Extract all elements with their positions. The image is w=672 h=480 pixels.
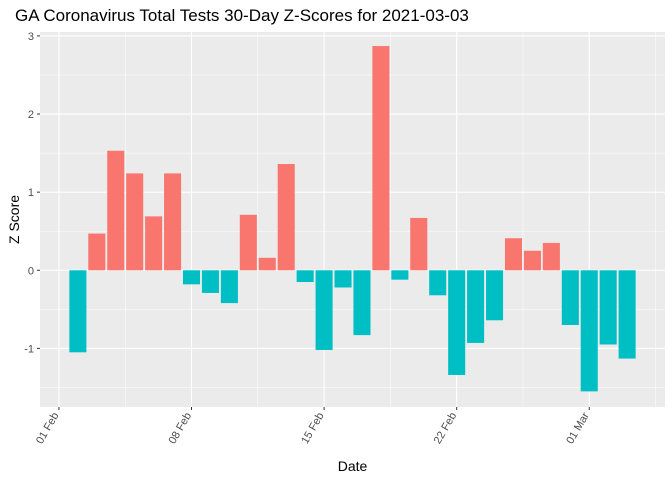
bar xyxy=(88,233,106,271)
bar xyxy=(277,164,295,271)
x-tick-label: 01 Mar xyxy=(564,410,592,446)
x-tick-label: 01 Feb xyxy=(34,411,62,447)
x-tick-label: 08 Feb xyxy=(167,411,195,447)
y-tick-label: -1 xyxy=(24,343,34,355)
x-tick-label: 15 Feb xyxy=(299,411,327,447)
bar xyxy=(220,270,238,304)
x-axis-label: Date xyxy=(338,458,368,474)
bar xyxy=(391,270,409,280)
bar xyxy=(467,270,485,343)
bar xyxy=(69,270,87,353)
bar xyxy=(448,270,466,375)
bar xyxy=(334,270,352,288)
x-tick-label: 22 Feb xyxy=(432,411,460,447)
bar xyxy=(561,270,579,325)
bar xyxy=(145,216,163,271)
chart-title: GA Coronavirus Total Tests 30-Day Z-Scor… xyxy=(15,6,469,25)
bar xyxy=(164,173,182,271)
minor-gridlines xyxy=(40,32,665,407)
bar xyxy=(410,217,428,271)
bar xyxy=(618,270,636,359)
y-tick-label: 0 xyxy=(28,265,34,277)
y-axis: -1 0 1 2 3 xyxy=(24,31,40,355)
bar xyxy=(429,270,447,296)
bar xyxy=(126,173,144,271)
bar xyxy=(580,270,598,392)
bar xyxy=(486,270,504,321)
bar xyxy=(182,270,201,285)
bar xyxy=(258,257,276,271)
bar xyxy=(353,270,371,336)
bar xyxy=(201,270,219,293)
bar xyxy=(599,270,617,345)
bar xyxy=(523,250,541,271)
x-axis: 01 Feb 08 Feb 15 Feb 22 Feb 01 Mar xyxy=(34,407,592,446)
bar xyxy=(542,242,560,271)
y-tick-label: 2 xyxy=(28,109,34,121)
bar xyxy=(296,270,314,282)
bar xyxy=(372,46,390,271)
y-axis-label: Z Score xyxy=(6,195,22,244)
bar xyxy=(239,214,257,271)
bar xyxy=(107,150,125,271)
bars xyxy=(69,46,636,392)
bar xyxy=(315,270,333,350)
y-tick-label: 3 xyxy=(28,31,34,43)
plot-panel xyxy=(40,32,665,407)
y-tick-label: 1 xyxy=(28,187,34,199)
bar xyxy=(504,238,523,271)
